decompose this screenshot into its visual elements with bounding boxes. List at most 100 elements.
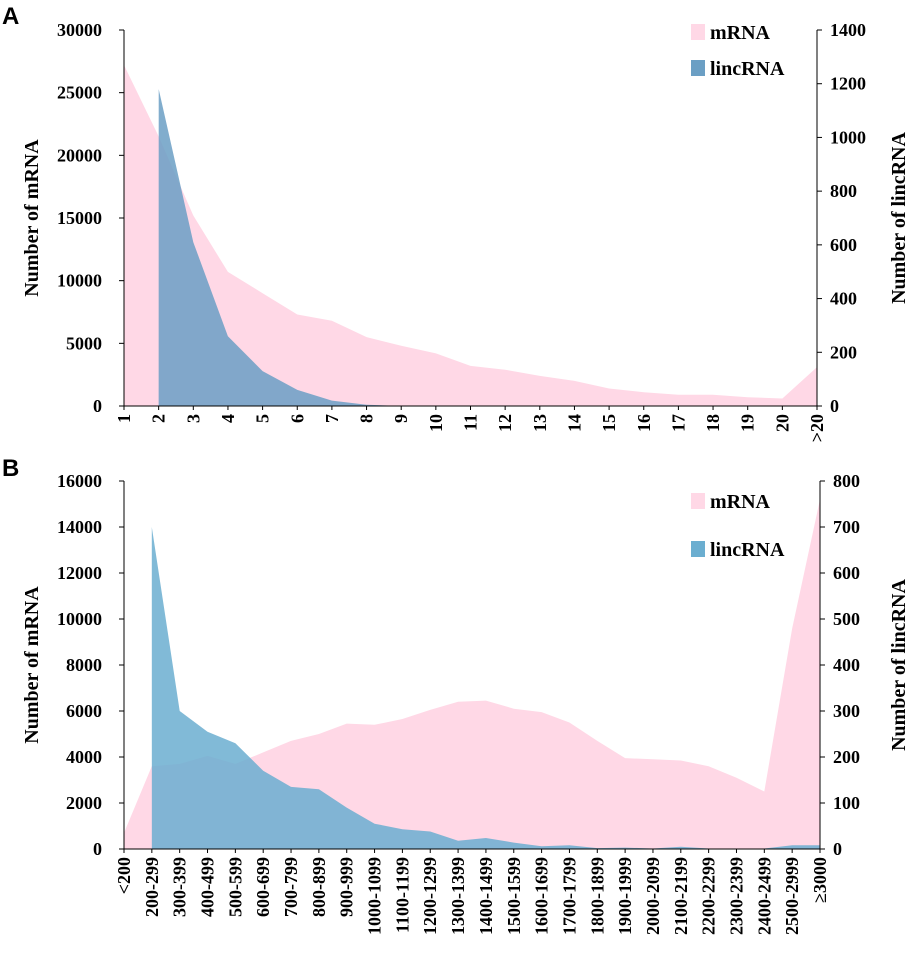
x-tick-label: 7 (322, 414, 342, 423)
x-tick-label: 12 (495, 414, 515, 432)
x-tick-label: ≥3000 (810, 857, 830, 903)
y-left-tick-label: 25000 (57, 83, 102, 103)
y-right-tick-label: 800 (830, 181, 857, 201)
y-right-tick-label: 200 (833, 747, 860, 767)
chart-panel-a: 0 5000 10000 15000 20000 25000 30000 0 200 400 600… (2, 3, 910, 442)
y-left-tick-label: 6000 (66, 701, 102, 721)
x-tick-label: 1900-1999 (615, 857, 635, 935)
x-tick-label: 600-699 (253, 857, 273, 917)
x-tick-label: 15 (599, 414, 619, 432)
x-tick-label: 1400-1499 (476, 857, 496, 935)
x-tick-label: 1800-1899 (587, 857, 607, 935)
y-left-tick-label: 14000 (57, 517, 102, 537)
y-left-tick-label: 15000 (57, 208, 102, 228)
y-right-tick-label: 1200 (830, 74, 866, 94)
y-left-tick-label: 0 (93, 396, 102, 416)
x-tick-label: >20 (807, 414, 827, 442)
x-tick-label: 17 (668, 414, 688, 432)
y-right-tick-label: 500 (833, 609, 860, 629)
y-right-tick-label: 100 (833, 793, 860, 813)
x-tick-label: <200 (114, 857, 134, 894)
y-right-tick-label: 300 (833, 701, 860, 721)
x-tick-label: 1300-1399 (448, 857, 468, 935)
y-right-tick-label: 800 (833, 471, 860, 491)
x-tick-label: 2400-2499 (754, 857, 774, 935)
x-tick-label: 1600-1699 (532, 857, 552, 935)
x-tick-label: 2200-2299 (699, 857, 719, 935)
x-tick-label: 14 (565, 414, 585, 432)
y-left-tick-label: 30000 (57, 20, 102, 40)
x-tick-label: 1100-1199 (392, 857, 412, 933)
legend-label-mrna: mRNA (710, 22, 771, 44)
x-tick-label: 1200-1299 (420, 857, 440, 935)
y-left-tick-label: 10000 (57, 271, 102, 291)
x-tick-label: 1000-1099 (365, 857, 385, 935)
x-tick-label: 2100-2199 (671, 857, 691, 935)
y-right-tick-label: 0 (830, 396, 839, 416)
y-axis-left-title: Number of mRNA (21, 139, 43, 297)
chart-panel-b: 0 2000 4000 6000 8000 10000 12000 14000 16000 0 10… (2, 455, 910, 935)
legend-swatch-mrna (691, 493, 705, 509)
x-tick-label: 1500-1599 (504, 857, 524, 935)
legend-swatch-lincrna (691, 541, 705, 557)
y-right-tick-label: 400 (830, 289, 857, 309)
y-left-tick-label: 8000 (66, 655, 102, 675)
x-tick-label: 18 (703, 414, 723, 432)
y-right-tick-label: 700 (833, 517, 860, 537)
x-tick-label: 11 (461, 414, 481, 431)
x-tick-label: 13 (530, 414, 550, 432)
area-lincrna (158, 89, 817, 406)
x-tick-label: 19 (738, 414, 758, 432)
y-axis-right-title: Number of lincRNA (888, 132, 910, 304)
y-left-tick-label: 12000 (57, 563, 102, 583)
x-tick-label: 8 (357, 414, 377, 423)
x-tick-label: 3 (183, 414, 203, 423)
y-right-tick-label: 1000 (830, 127, 866, 147)
y-right-tick-label: 200 (830, 342, 857, 362)
x-tick-label: 400-499 (198, 857, 218, 917)
x-tick-label: 800-899 (309, 857, 329, 917)
area-mrna (124, 65, 817, 406)
y-axis-right-title: Number of lincRNA (888, 579, 910, 751)
x-tick-label: 10 (426, 414, 446, 432)
x-tick-label: 2500-2999 (782, 857, 802, 935)
y-right-tick-label: 1400 (830, 20, 866, 40)
legend-label-lincrna: lincRNA (710, 58, 785, 80)
y-left-tick-label: 5000 (66, 333, 102, 353)
y-left-tick-label: 0 (93, 839, 102, 859)
x-tick-label: 2000-2099 (643, 857, 663, 935)
x-tick-label: 2 (149, 414, 169, 423)
x-tick-label: 9 (391, 414, 411, 423)
x-tick-label: 1 (114, 414, 134, 423)
y-left-tick-label: 20000 (57, 145, 102, 165)
x-tick-label: 16 (634, 414, 654, 432)
legend-swatch-lincrna (691, 60, 705, 76)
x-tick-label: 4 (218, 414, 238, 423)
x-tick-label: 900-999 (337, 857, 357, 917)
y-left-tick-label: 10000 (57, 609, 102, 629)
x-tick-label: 200-299 (142, 857, 162, 917)
x-tick-label: 300-399 (170, 857, 190, 917)
y-axis-left-title: Number of mRNA (21, 586, 43, 744)
y-left-tick-label: 2000 (66, 793, 102, 813)
legend-label-mrna: mRNA (710, 491, 771, 513)
x-tick-label: 700-799 (281, 857, 301, 917)
y-right-tick-label: 600 (830, 235, 857, 255)
legend-label-lincrna: lincRNA (710, 539, 785, 561)
x-tick-label: 20 (772, 414, 792, 432)
legend-swatch-mrna (691, 24, 705, 40)
x-tick-label: 2300-2399 (727, 857, 747, 935)
x-tick-label: 500-599 (225, 857, 245, 917)
y-left-tick-label: 16000 (57, 471, 102, 491)
panel-label: B (2, 455, 19, 482)
y-right-tick-label: 600 (833, 563, 860, 583)
y-left-tick-label: 4000 (66, 747, 102, 767)
x-tick-label: 6 (287, 414, 307, 423)
y-right-tick-label: 400 (833, 655, 860, 675)
y-right-tick-label: 0 (833, 839, 842, 859)
area-mrna (124, 499, 820, 849)
x-tick-label: 1700-1799 (559, 857, 579, 935)
x-tick-label: 5 (253, 414, 273, 423)
area-lincrna (151, 527, 821, 849)
